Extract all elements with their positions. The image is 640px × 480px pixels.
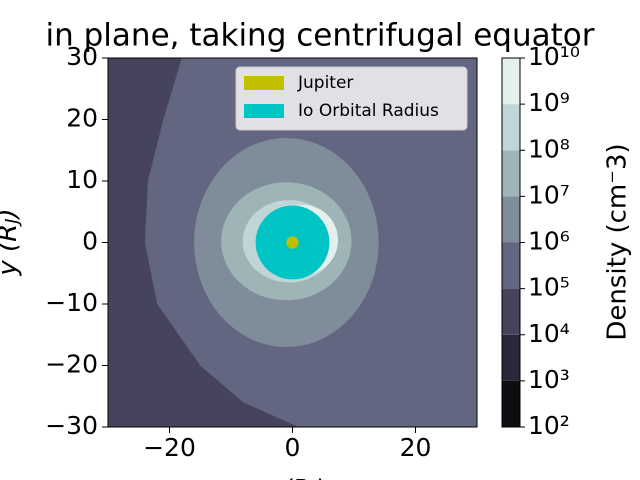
y-label-part: ) <box>0 208 23 220</box>
legend-swatch <box>244 76 284 90</box>
x-tick-label: 20 <box>400 433 432 462</box>
colorbar-band <box>502 334 520 381</box>
colorbar-label: Density (cm⁻3) <box>603 143 633 340</box>
y-tick-label: 30 <box>66 42 98 71</box>
x-axis-label: x (RJ) <box>257 475 325 480</box>
legend-box <box>235 66 468 131</box>
y-tick-label: −10 <box>45 288 98 317</box>
y-label-part: R <box>0 224 23 242</box>
body-circle <box>286 236 299 249</box>
x-tick-label: −20 <box>143 433 196 462</box>
legend-label: Jupiter <box>297 73 353 93</box>
y-tick-label: 10 <box>66 165 98 194</box>
x-tick-label: 0 <box>285 433 301 462</box>
colorbar-tick-label: 10⁸ <box>528 134 570 163</box>
legend: Jupiter Io Orbital Radius <box>235 66 468 131</box>
colorbar-band <box>502 58 520 105</box>
colorbar-band <box>502 288 520 335</box>
x-label-part: ) <box>314 475 326 480</box>
colorbar-tick-label: 10³ <box>528 365 570 394</box>
legend-swatch <box>244 104 284 118</box>
y-label-part: J <box>2 218 23 226</box>
x-label-part: x ( <box>257 475 294 480</box>
colorbar-band <box>502 242 520 289</box>
colorbar-band <box>502 150 520 197</box>
colorbar-tick-label: 10⁷ <box>528 180 570 209</box>
y-label-part: y ( <box>0 240 23 277</box>
x-label-part: R <box>292 475 310 480</box>
colorbar-band <box>502 104 520 151</box>
colorbar-band <box>502 196 520 243</box>
colorbar-tick-label: 10⁵ <box>528 273 570 302</box>
y-tick-label: 20 <box>66 104 98 133</box>
legend-label: Io Orbital Radius <box>298 101 439 121</box>
colorbar-tick-label: 10⁹ <box>528 88 570 117</box>
y-tick-label: 0 <box>82 227 98 256</box>
colorbar-tick-label: 10⁴ <box>528 319 570 348</box>
colorbar-tick-label: 10¹⁰ <box>528 42 580 71</box>
y-tick-label: −30 <box>45 411 98 440</box>
chart-title: in plane, taking centrifugal equator <box>46 18 595 54</box>
y-axis-label: y (RJ) <box>0 208 23 276</box>
colorbar-tick-label: 10² <box>528 411 570 440</box>
y-tick-label: −20 <box>45 350 98 379</box>
colorbar-tick-label: 10⁶ <box>528 227 570 256</box>
colorbar-band <box>502 380 520 427</box>
